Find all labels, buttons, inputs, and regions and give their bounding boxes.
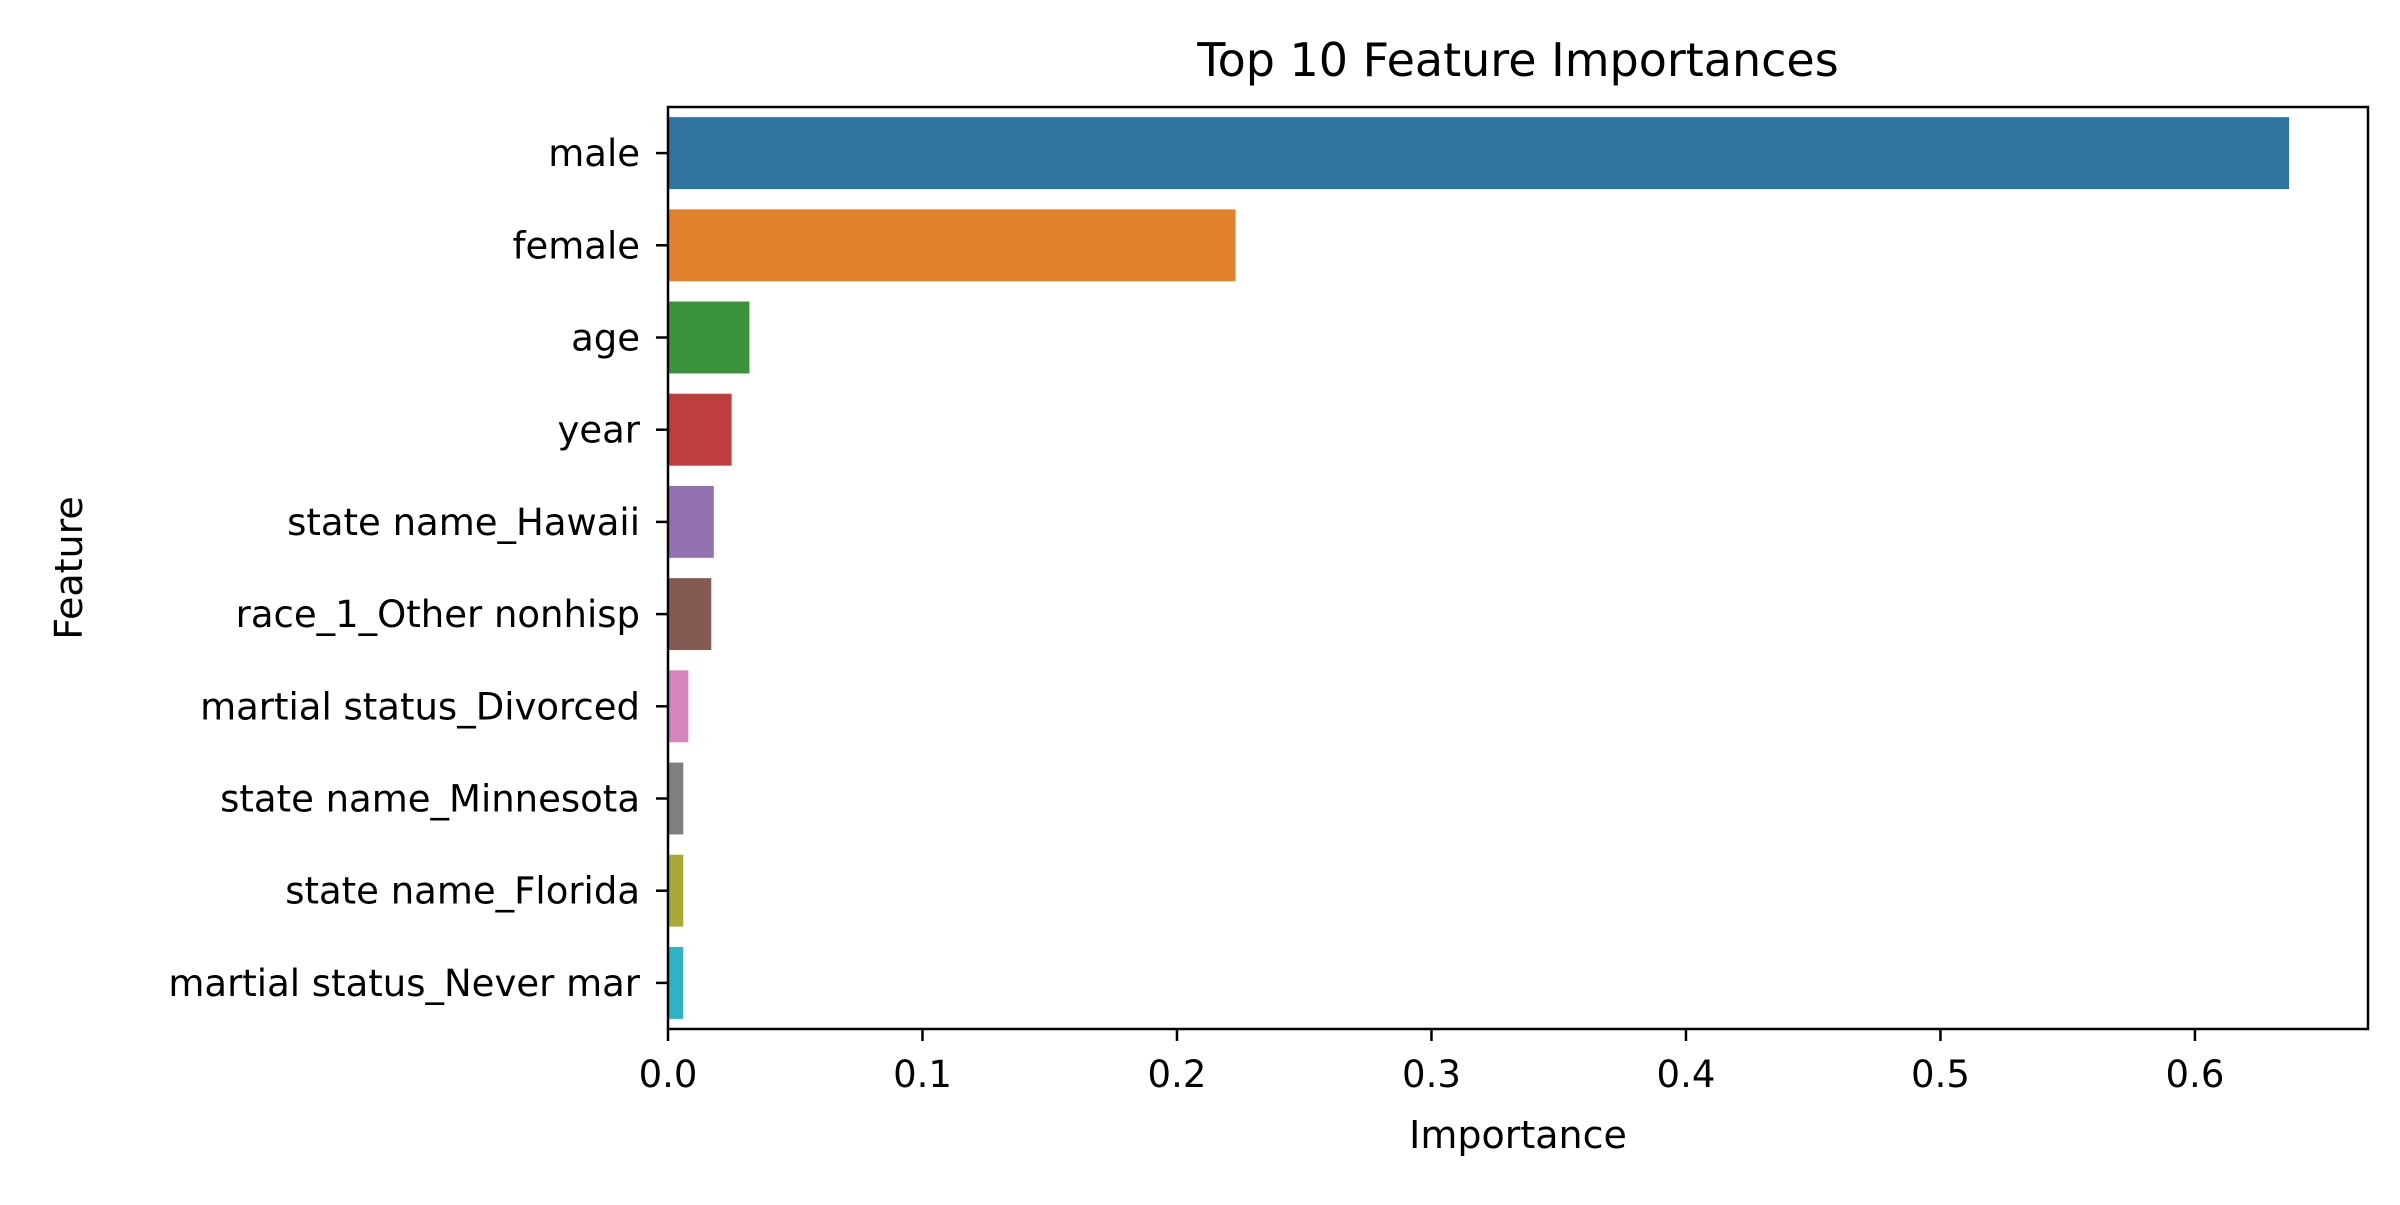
- plot-frame: [666, 105, 2370, 1031]
- x-tick-label: 0.3: [1402, 1053, 1461, 1096]
- x-axis-ticks: 0.0 0.1 0.2 0.3 0.4 0.5 0.6: [639, 1029, 2225, 1096]
- bar-5: [668, 578, 712, 651]
- bar-4: [668, 485, 714, 558]
- chart-title: Top 10 Feature Importances: [1196, 33, 1838, 87]
- y-tick-label: martial status_Divorced: [200, 685, 640, 728]
- bar-3: [668, 393, 732, 466]
- y-axis-label: Feature: [47, 496, 91, 640]
- x-tick-label: 0.2: [1148, 1053, 1207, 1096]
- x-tick-label: 0.6: [2166, 1053, 2225, 1096]
- y-axis-ticks: male female age year state name_Hawaii race_1…: [168, 132, 668, 1005]
- bar-7: [668, 762, 684, 835]
- y-tick-label: female: [512, 224, 640, 267]
- x-tick-label: 0.0: [639, 1053, 698, 1096]
- bar-8: [668, 854, 684, 927]
- bar-2: [668, 301, 750, 374]
- y-tick-label: state name_Hawaii: [287, 501, 640, 544]
- y-tick-label: male: [548, 132, 640, 175]
- y-tick-label: age: [571, 317, 640, 360]
- x-tick-label: 0.1: [893, 1053, 952, 1096]
- y-tick-label: year: [557, 409, 640, 452]
- y-tick-label: state name_Minnesota: [220, 778, 640, 821]
- y-tick-label: martial status_Never mar: [168, 962, 640, 1005]
- bar-0: [668, 117, 2290, 190]
- x-tick-label: 0.5: [1911, 1053, 1970, 1096]
- bar-1: [668, 209, 1236, 282]
- y-tick-label: state name_Florida: [285, 870, 640, 913]
- x-axis-label: Importance: [1409, 1113, 1627, 1157]
- y-tick-label: race_1_Other nonhisp: [236, 593, 640, 636]
- bar-6: [668, 670, 689, 743]
- x-tick-label: 0.4: [1657, 1053, 1716, 1096]
- bar-9: [668, 946, 684, 1019]
- bars-group: [668, 117, 2290, 1019]
